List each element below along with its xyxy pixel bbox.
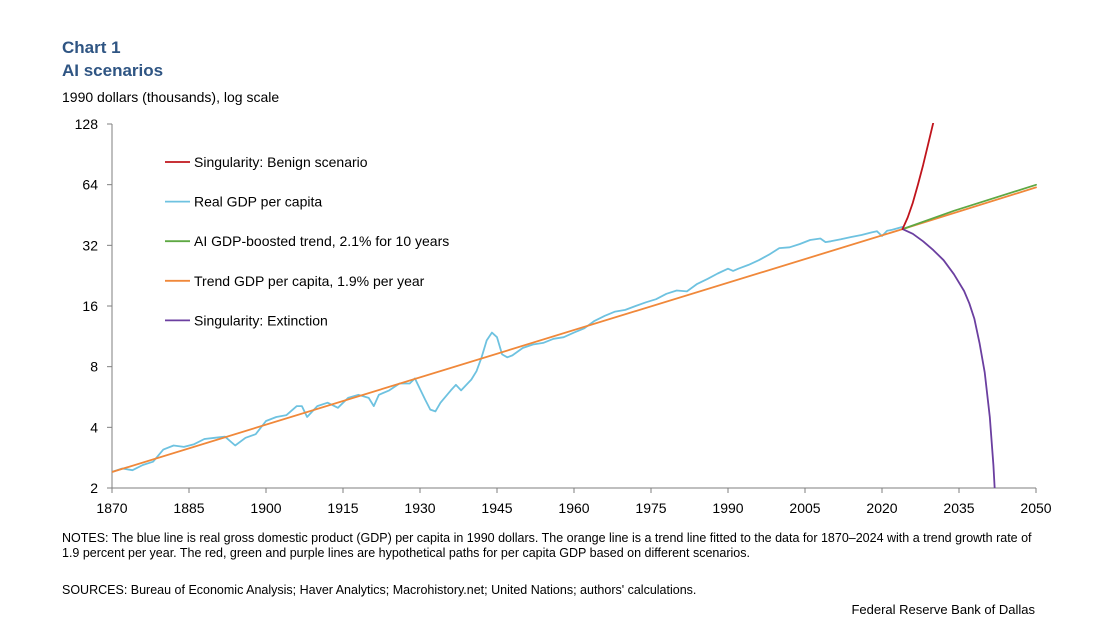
- x-tick-label: 2035: [943, 500, 974, 516]
- y-tick-label: 32: [82, 237, 98, 253]
- legend-label: Trend GDP per capita, 1.9% per year: [194, 273, 425, 289]
- y-tick-label: 4: [90, 419, 98, 435]
- notes-text: NOTES: The blue line is real gross domes…: [62, 531, 1032, 560]
- x-tick-label: 2005: [789, 500, 820, 516]
- x-tick-label: 1945: [481, 500, 512, 516]
- y-tick-label: 128: [75, 116, 99, 132]
- x-tick-label: 1990: [712, 500, 743, 516]
- x-tick-label: 1915: [327, 500, 358, 516]
- chart-axes: 2 4 8 16 32 64 128 1870 1885 1900 1915 1930 1945 1960…: [75, 116, 1052, 516]
- x-tick-label: 2020: [866, 500, 897, 516]
- series-line-trend-gdp-per-capita-1-9-per-year: [112, 186, 1037, 473]
- y-axis-units-label: 1990 dollars (thousands), log scale: [62, 89, 280, 105]
- legend-label: AI GDP-boosted trend, 2.1% for 10 years: [194, 233, 449, 249]
- x-tick-label: 1960: [558, 500, 589, 516]
- legend-label: Real GDP per capita: [194, 194, 322, 210]
- x-tick-label: 1975: [635, 500, 666, 516]
- x-tick-label: 1900: [250, 500, 281, 516]
- x-tick-label: 1885: [173, 500, 204, 516]
- y-tick-label: 16: [82, 298, 98, 314]
- x-tick-label: 1870: [96, 500, 127, 516]
- chart-label: Chart 1: [62, 38, 121, 57]
- chart-title: AI scenarios: [62, 61, 164, 80]
- chart-legend: Singularity: Benign scenario Real GDP per…: [165, 154, 449, 328]
- legend-label: Singularity: Extinction: [194, 312, 328, 328]
- y-tick-label: 2: [90, 480, 98, 496]
- series-line-real-gdp-per-capita: [112, 225, 904, 473]
- series-line-singularity-benign-scenario: [901, 123, 935, 231]
- y-tick-label: 8: [90, 359, 98, 375]
- series-layer: [112, 123, 1037, 488]
- x-tick-label: 1930: [404, 500, 435, 516]
- series-line-singularity-extinction: [901, 228, 996, 488]
- legend-label: Singularity: Benign scenario: [194, 154, 368, 170]
- x-tick-label: 2050: [1020, 500, 1051, 516]
- sources-text: SOURCES: Bureau of Economic Analysis; Ha…: [62, 583, 697, 597]
- y-tick-label: 64: [82, 177, 98, 193]
- credit-text: Federal Reserve Bank of Dallas: [851, 602, 1035, 617]
- series-line-ai-gdp-boosted-trend-2-1-for-10-years: [901, 183, 1037, 231]
